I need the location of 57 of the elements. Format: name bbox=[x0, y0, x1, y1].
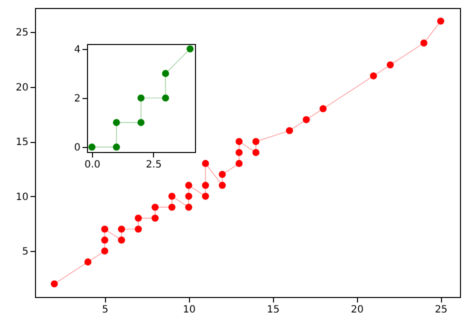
point bbox=[112, 119, 120, 126]
point bbox=[185, 192, 192, 200]
y-tick-label: 10 bbox=[16, 192, 28, 203]
y-tick-label: 0 bbox=[74, 142, 80, 154]
point bbox=[370, 72, 378, 80]
point bbox=[84, 258, 92, 266]
point bbox=[137, 94, 145, 102]
point bbox=[185, 182, 192, 189]
x-tick-label: 20 bbox=[350, 304, 364, 316]
point bbox=[320, 105, 327, 112]
point bbox=[112, 144, 120, 151]
point bbox=[88, 144, 96, 151]
y-tick-label: 25 bbox=[16, 28, 28, 39]
point bbox=[302, 116, 310, 124]
point bbox=[252, 138, 260, 146]
x-tick-label: 0.0 bbox=[84, 160, 100, 170]
point bbox=[152, 214, 159, 222]
point bbox=[186, 45, 194, 52]
point bbox=[286, 127, 294, 134]
x-tick-label: 10 bbox=[182, 304, 196, 316]
point bbox=[202, 160, 210, 167]
x-tick-label: 5 bbox=[102, 304, 108, 316]
point bbox=[202, 182, 210, 189]
x-tick-label: 2.5 bbox=[146, 160, 162, 170]
point bbox=[162, 94, 170, 102]
point bbox=[168, 204, 176, 211]
point bbox=[162, 70, 170, 77]
point bbox=[101, 247, 108, 255]
point bbox=[185, 204, 192, 211]
y-tick-label: 15 bbox=[16, 137, 28, 148]
point bbox=[50, 280, 58, 288]
point bbox=[137, 119, 145, 126]
point bbox=[101, 226, 108, 233]
y-tick-label: 2 bbox=[74, 94, 80, 104]
point bbox=[252, 148, 260, 156]
point bbox=[118, 236, 126, 244]
point bbox=[420, 40, 428, 47]
x-tick-label: 25 bbox=[434, 304, 448, 316]
point bbox=[218, 170, 226, 178]
x-tick-label: 15 bbox=[266, 304, 280, 316]
y-tick-label: 4 bbox=[74, 44, 80, 56]
point bbox=[134, 214, 142, 222]
point bbox=[168, 192, 176, 200]
point bbox=[218, 182, 226, 189]
point bbox=[437, 18, 444, 25]
y-tick-label: 5 bbox=[22, 246, 28, 258]
point bbox=[118, 226, 126, 233]
point bbox=[236, 138, 243, 146]
point bbox=[386, 61, 394, 68]
point bbox=[236, 148, 243, 156]
point bbox=[152, 204, 159, 211]
point bbox=[101, 236, 108, 244]
point bbox=[134, 226, 142, 233]
y-tick-label: 20 bbox=[16, 82, 28, 94]
line-series bbox=[88, 45, 194, 151]
point bbox=[202, 192, 210, 200]
point bbox=[236, 160, 243, 167]
